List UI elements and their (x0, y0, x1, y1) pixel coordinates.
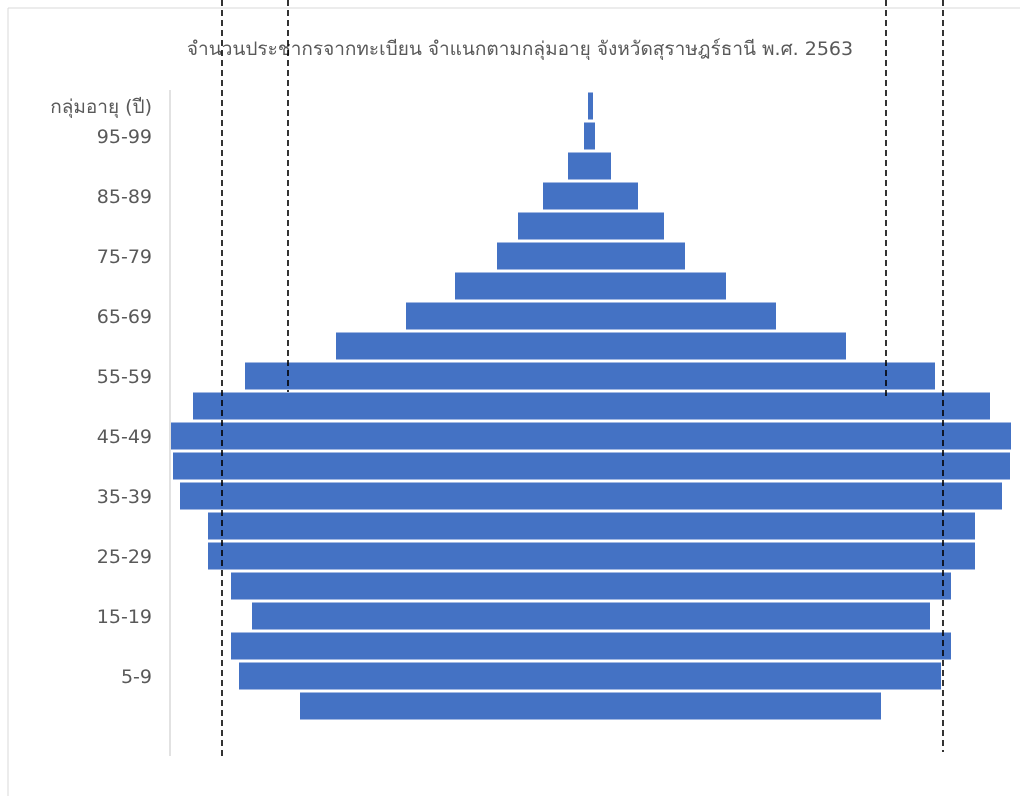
bar-70-74 (455, 272, 726, 300)
bar-15-19 (252, 602, 930, 630)
chart-title: จำนวนประชากรจากทะเบียน จำแนกตามกลุ่มอายุ… (187, 38, 853, 61)
tick-label: 85-89 (97, 186, 152, 208)
bar-45-49 (171, 422, 1011, 450)
bar-25-29 (208, 542, 975, 570)
tick-label: กลุ่มอายุ (ปี) (50, 96, 152, 119)
bar-5-9 (239, 662, 941, 690)
tick-label: 15-19 (97, 606, 152, 628)
tick-label: 45-49 (97, 426, 152, 448)
bar-65-69 (406, 302, 776, 330)
bar-95-99 (584, 122, 595, 150)
bar-35-39 (180, 482, 1002, 510)
bar-10-14 (231, 632, 951, 660)
bar-85-89 (543, 182, 638, 210)
bar-20-24 (231, 572, 951, 600)
tick-labels-group: 5-9 15-19 25-29 35-39 45-49 55-59 65-69 75-79 85… (50, 96, 152, 688)
tick-label: 75-79 (97, 246, 152, 268)
bar-80-84 (518, 212, 664, 240)
tick-label: 35-39 (97, 486, 152, 508)
bar-50-54 (193, 392, 990, 420)
bar-30-34 (208, 512, 975, 540)
tick-label: 95-99 (97, 126, 152, 148)
bar-100+ (588, 92, 593, 120)
reference-lines-group (221, 0, 944, 756)
bar-75-79 (497, 242, 685, 270)
bar-40-44 (173, 452, 1010, 480)
bar-55-59 (245, 362, 935, 390)
tick-label: 65-69 (97, 306, 152, 328)
tick-label: 25-29 (97, 546, 152, 568)
bar-60-64 (336, 332, 846, 360)
tick-label: 5-9 (121, 666, 152, 688)
bar-0-4 (300, 692, 881, 720)
bar-90-94 (568, 152, 611, 180)
bars-group (171, 92, 1011, 720)
tick-label: 55-59 (97, 366, 152, 388)
